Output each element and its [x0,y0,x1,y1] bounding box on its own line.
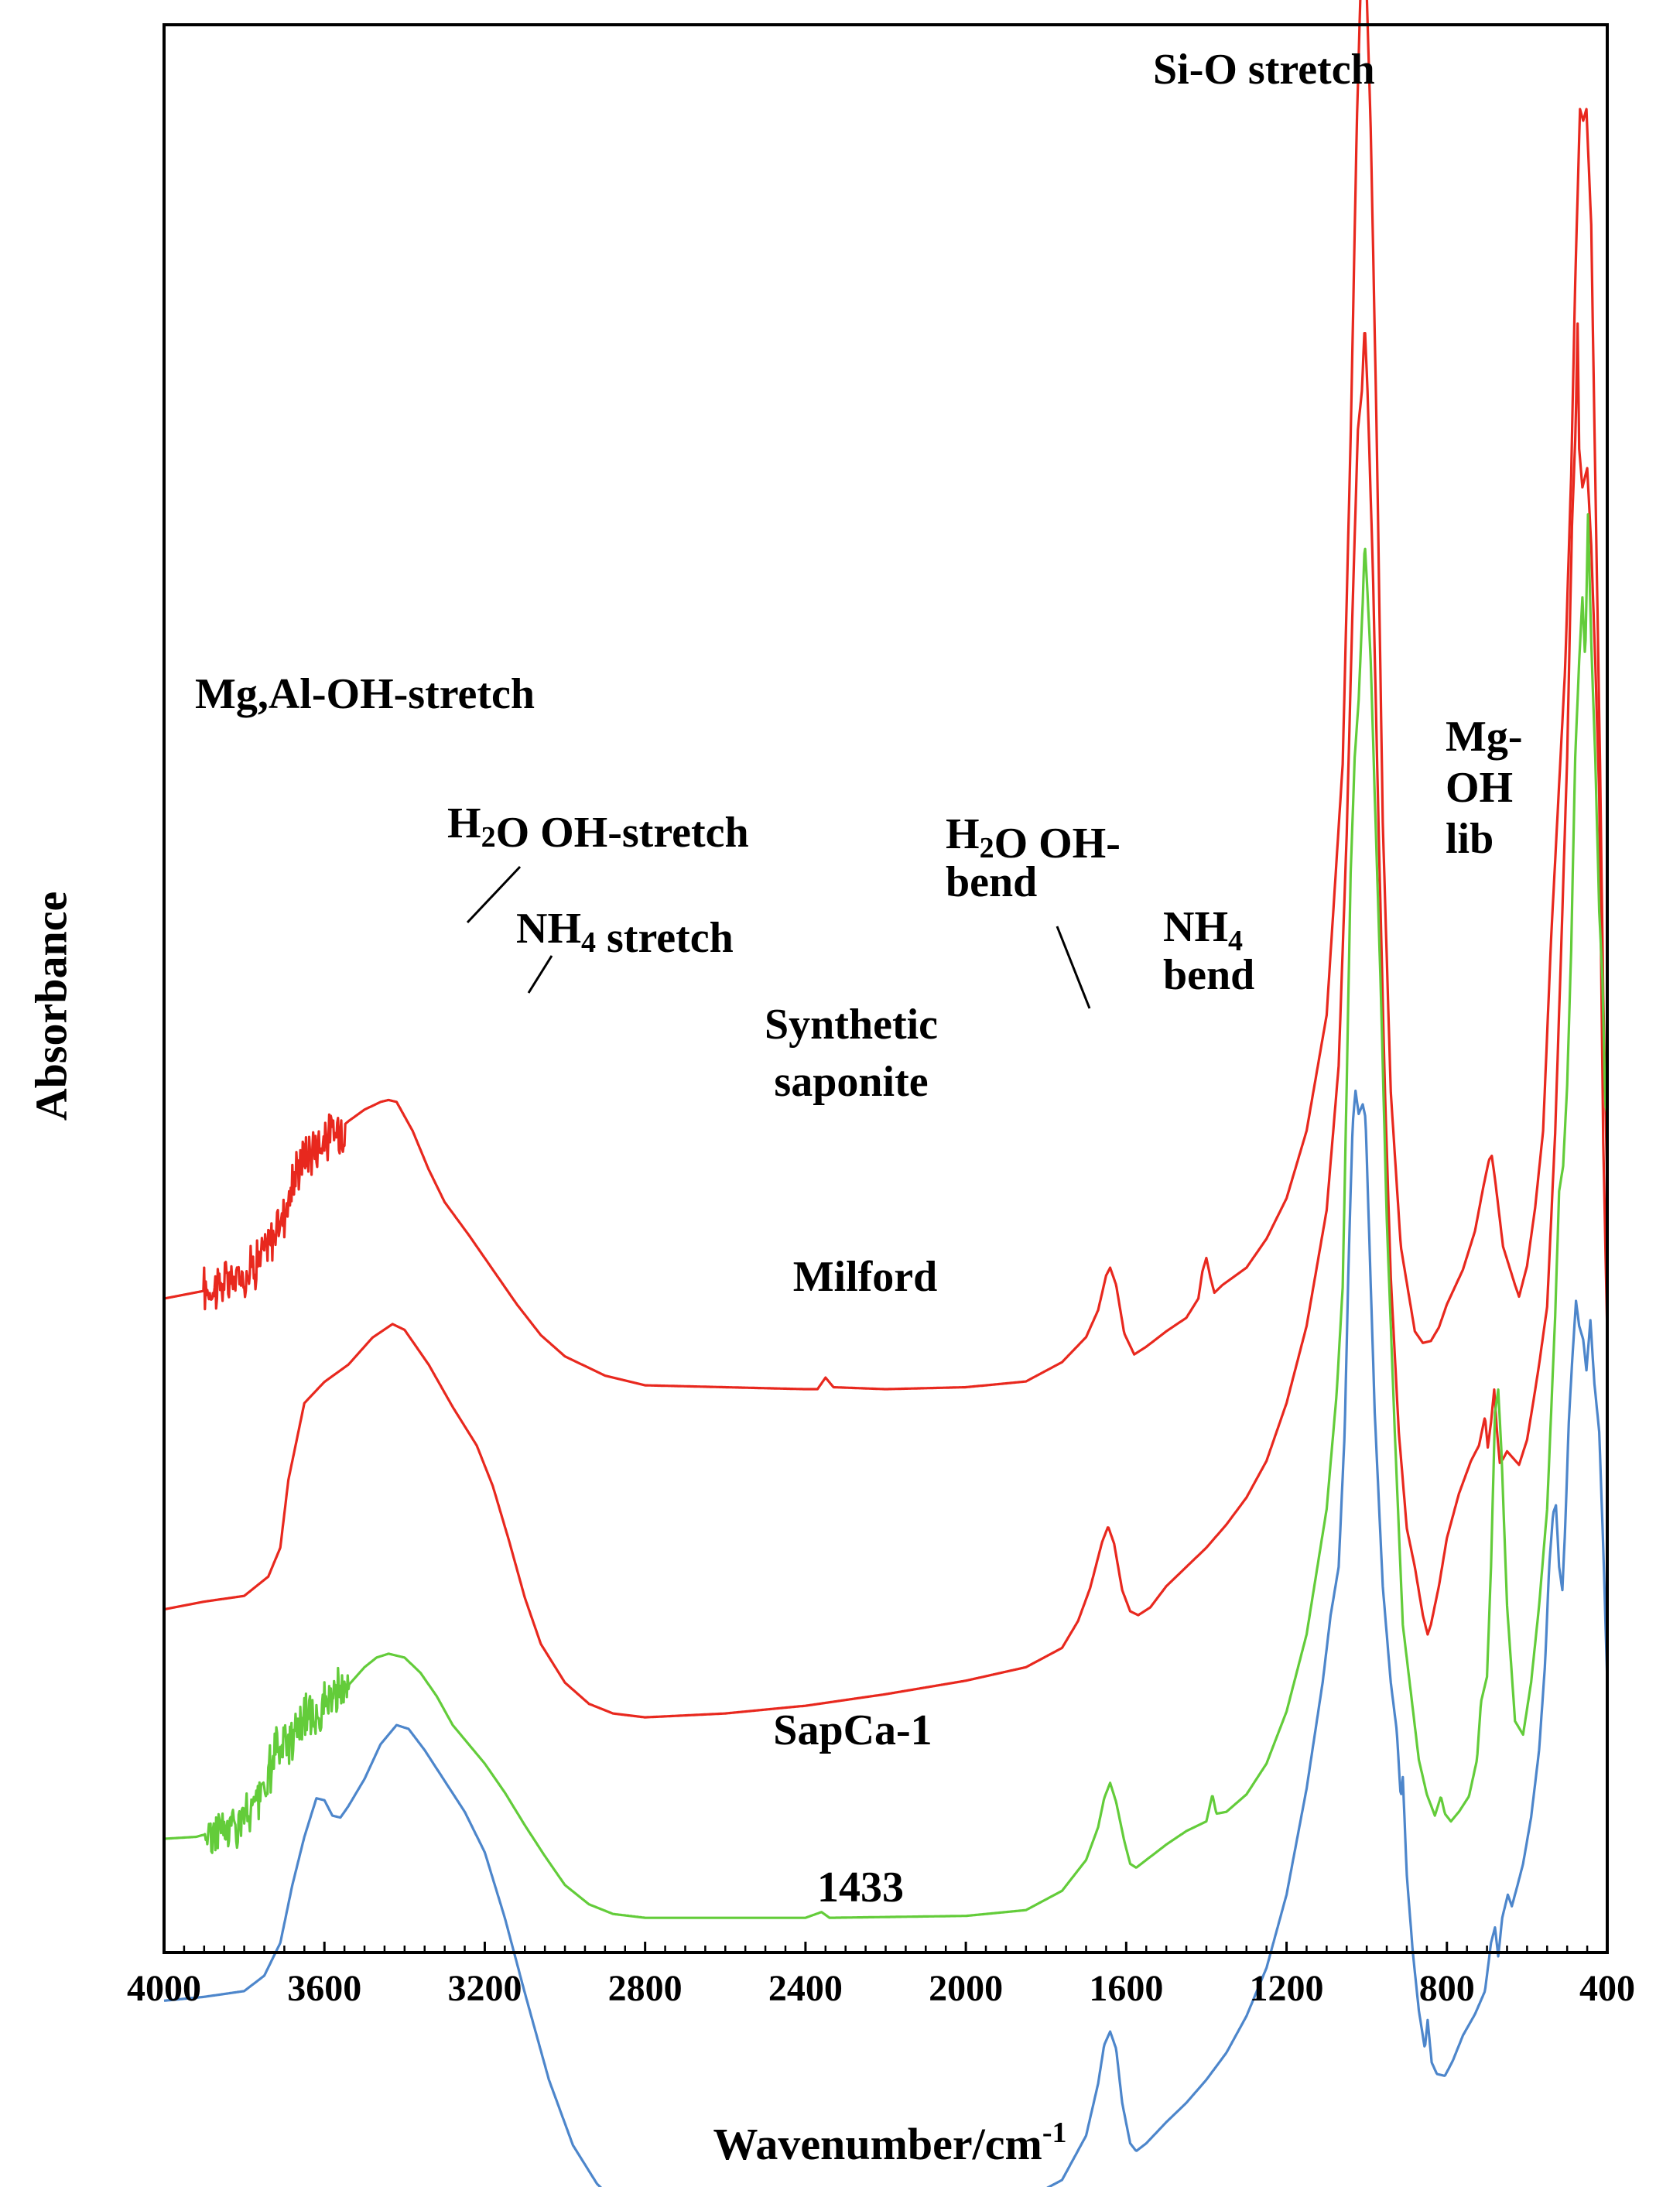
annotation-si-o-stretch: Si-O stretch [1153,46,1375,94]
x-tick-label: 2000 [929,1968,1003,2009]
x-tick-label: 3600 [287,1968,361,2009]
annotation-leader-line [466,865,522,924]
annotation-h2o-oh-bend: H2O OH- [946,810,1121,868]
series-label-milford: Milford [793,1253,938,1301]
annotation-leader-line [1056,926,1091,1009]
series-label-1433: 1433 [817,1864,904,1911]
annotation-leader-line [527,955,553,994]
plot-area [163,0,1609,2187]
annotation-connectors [466,865,1091,1009]
series-line-synthetic-saponite [163,0,1609,1391]
x-tick-label: 1600 [1089,1968,1163,2009]
x-tick-label: 4000 [127,1968,201,2009]
x-tick-label: 1200 [1250,1968,1324,2009]
x-tick-label: 800 [1419,1968,1475,2009]
annotation-mg-oh-lib: lib [1446,815,1494,863]
x-axis-title: Wavenumber/cm-1 [713,2117,1067,2169]
annotation-nh4-stretch: NH4 stretch [516,905,734,962]
series-label-synthetic-saponite: saponite [774,1058,928,1106]
series-line-milford [163,322,1609,1719]
annotation-mg-oh-lib: OH [1446,764,1513,812]
peak-annotations: Si-O stretch Mg,Al-OH-stretch H2O OH-stret… [195,46,1523,999]
x-tick-label: 3200 [447,1968,522,2009]
sample-labels: Synthetic saponite Milford SapCa-1 1433 [765,1001,938,1911]
series-line-1433 [163,1089,1609,2187]
series-line-sapca-1 [163,513,1609,1919]
x-tick-label: 2800 [608,1968,683,2009]
annotation-mg-oh-lib: Mg- [1446,713,1523,761]
annotation-nh4-bend: bend [1163,951,1254,999]
annotation-h2o-oh-stretch: H2O OH-stretch [447,799,749,857]
y-axis-title: Absorbance [26,892,76,1121]
x-axis-ticks [163,1942,1609,1953]
series-label-synthetic-saponite: Synthetic [765,1001,938,1049]
x-tick-label: 400 [1579,1968,1635,2009]
annotation-nh4-bend: NH4 [1163,903,1243,957]
series-label-sapca-1: SapCa-1 [773,1706,932,1754]
annotation-mg-al-oh-stretch: Mg,Al-OH-stretch [195,670,535,718]
annotation-h2o-oh-bend: bend [946,858,1037,906]
x-tick-label: 2400 [768,1968,843,2009]
x-axis-tick-labels: 4000 3600 3200 2800 2400 2000 1600 1200 800 400 [127,1968,1635,2009]
